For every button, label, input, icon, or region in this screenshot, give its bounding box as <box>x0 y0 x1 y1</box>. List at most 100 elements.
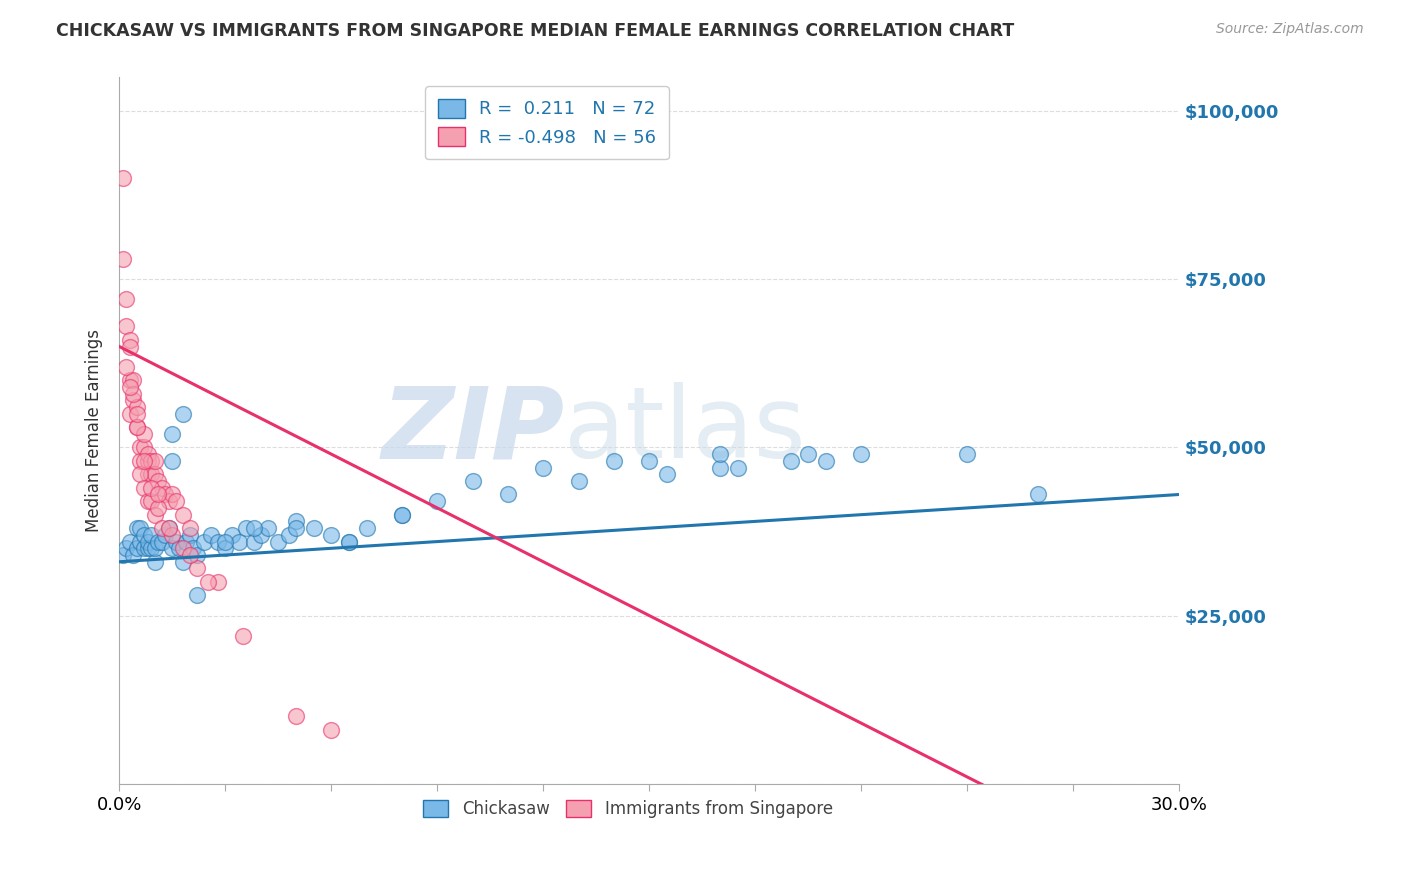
Point <box>122 386 145 401</box>
Point <box>136 454 159 468</box>
Point <box>129 441 152 455</box>
Point <box>132 454 155 468</box>
Point <box>321 723 343 737</box>
Point <box>111 548 134 562</box>
Point <box>197 574 219 589</box>
Point <box>531 460 554 475</box>
Point <box>179 548 201 562</box>
Point <box>172 541 194 556</box>
Point <box>183 541 205 556</box>
Text: ZIP: ZIP <box>381 382 564 479</box>
Point <box>139 541 162 556</box>
Point <box>302 521 325 535</box>
Point <box>143 555 166 569</box>
Point <box>125 400 148 414</box>
Y-axis label: Median Female Earnings: Median Female Earnings <box>86 329 103 533</box>
Point <box>115 319 138 334</box>
Point <box>132 426 155 441</box>
Point <box>249 528 271 542</box>
Point <box>235 521 257 535</box>
Point <box>125 420 148 434</box>
Point <box>228 534 250 549</box>
Point <box>172 555 194 569</box>
Point <box>143 508 166 522</box>
Point <box>111 252 134 266</box>
Point <box>242 521 264 535</box>
Point <box>337 534 360 549</box>
Point <box>157 521 180 535</box>
Point <box>118 380 141 394</box>
Point <box>172 407 194 421</box>
Point <box>186 548 208 562</box>
Point <box>132 441 155 455</box>
Point <box>157 521 180 535</box>
Point <box>709 460 731 475</box>
Point <box>115 359 138 374</box>
Point <box>165 494 187 508</box>
Point <box>136 541 159 556</box>
Point <box>851 447 873 461</box>
Point <box>356 521 378 535</box>
Point <box>150 534 173 549</box>
Point <box>155 528 177 542</box>
Point <box>207 534 229 549</box>
Point <box>139 494 162 508</box>
Point <box>162 454 184 468</box>
Point <box>125 407 148 421</box>
Point <box>129 521 152 535</box>
Point <box>132 528 155 542</box>
Point <box>655 467 678 482</box>
Point <box>129 534 152 549</box>
Point <box>214 534 236 549</box>
Point <box>391 508 413 522</box>
Point <box>143 541 166 556</box>
Point <box>165 534 187 549</box>
Point <box>207 574 229 589</box>
Point <box>115 541 138 556</box>
Point <box>162 487 184 501</box>
Point <box>267 534 290 549</box>
Point <box>956 447 979 461</box>
Point <box>125 420 148 434</box>
Point <box>132 541 155 556</box>
Point <box>337 534 360 549</box>
Point <box>146 487 169 501</box>
Point <box>146 500 169 515</box>
Point <box>139 467 162 482</box>
Point <box>797 447 820 461</box>
Point <box>155 487 177 501</box>
Point <box>111 171 134 186</box>
Point <box>136 494 159 508</box>
Point <box>284 709 307 723</box>
Point <box>125 541 148 556</box>
Point <box>146 534 169 549</box>
Point <box>214 541 236 556</box>
Point <box>186 588 208 602</box>
Point <box>232 629 254 643</box>
Point <box>118 534 141 549</box>
Point <box>186 561 208 575</box>
Point <box>122 373 145 387</box>
Point <box>200 528 222 542</box>
Point <box>727 460 749 475</box>
Point <box>129 467 152 482</box>
Point <box>118 373 141 387</box>
Point <box>638 454 661 468</box>
Point <box>125 521 148 535</box>
Point <box>193 534 215 549</box>
Point <box>277 528 299 542</box>
Point <box>146 474 169 488</box>
Point <box>143 467 166 482</box>
Point <box>779 454 801 468</box>
Point <box>162 541 184 556</box>
Point <box>118 339 141 353</box>
Point <box>179 521 201 535</box>
Point <box>284 515 307 529</box>
Point <box>169 541 191 556</box>
Point <box>136 447 159 461</box>
Point <box>426 494 449 508</box>
Text: atlas: atlas <box>564 382 806 479</box>
Point <box>162 426 184 441</box>
Legend: Chickasaw, Immigrants from Singapore: Chickasaw, Immigrants from Singapore <box>416 793 839 825</box>
Point <box>139 528 162 542</box>
